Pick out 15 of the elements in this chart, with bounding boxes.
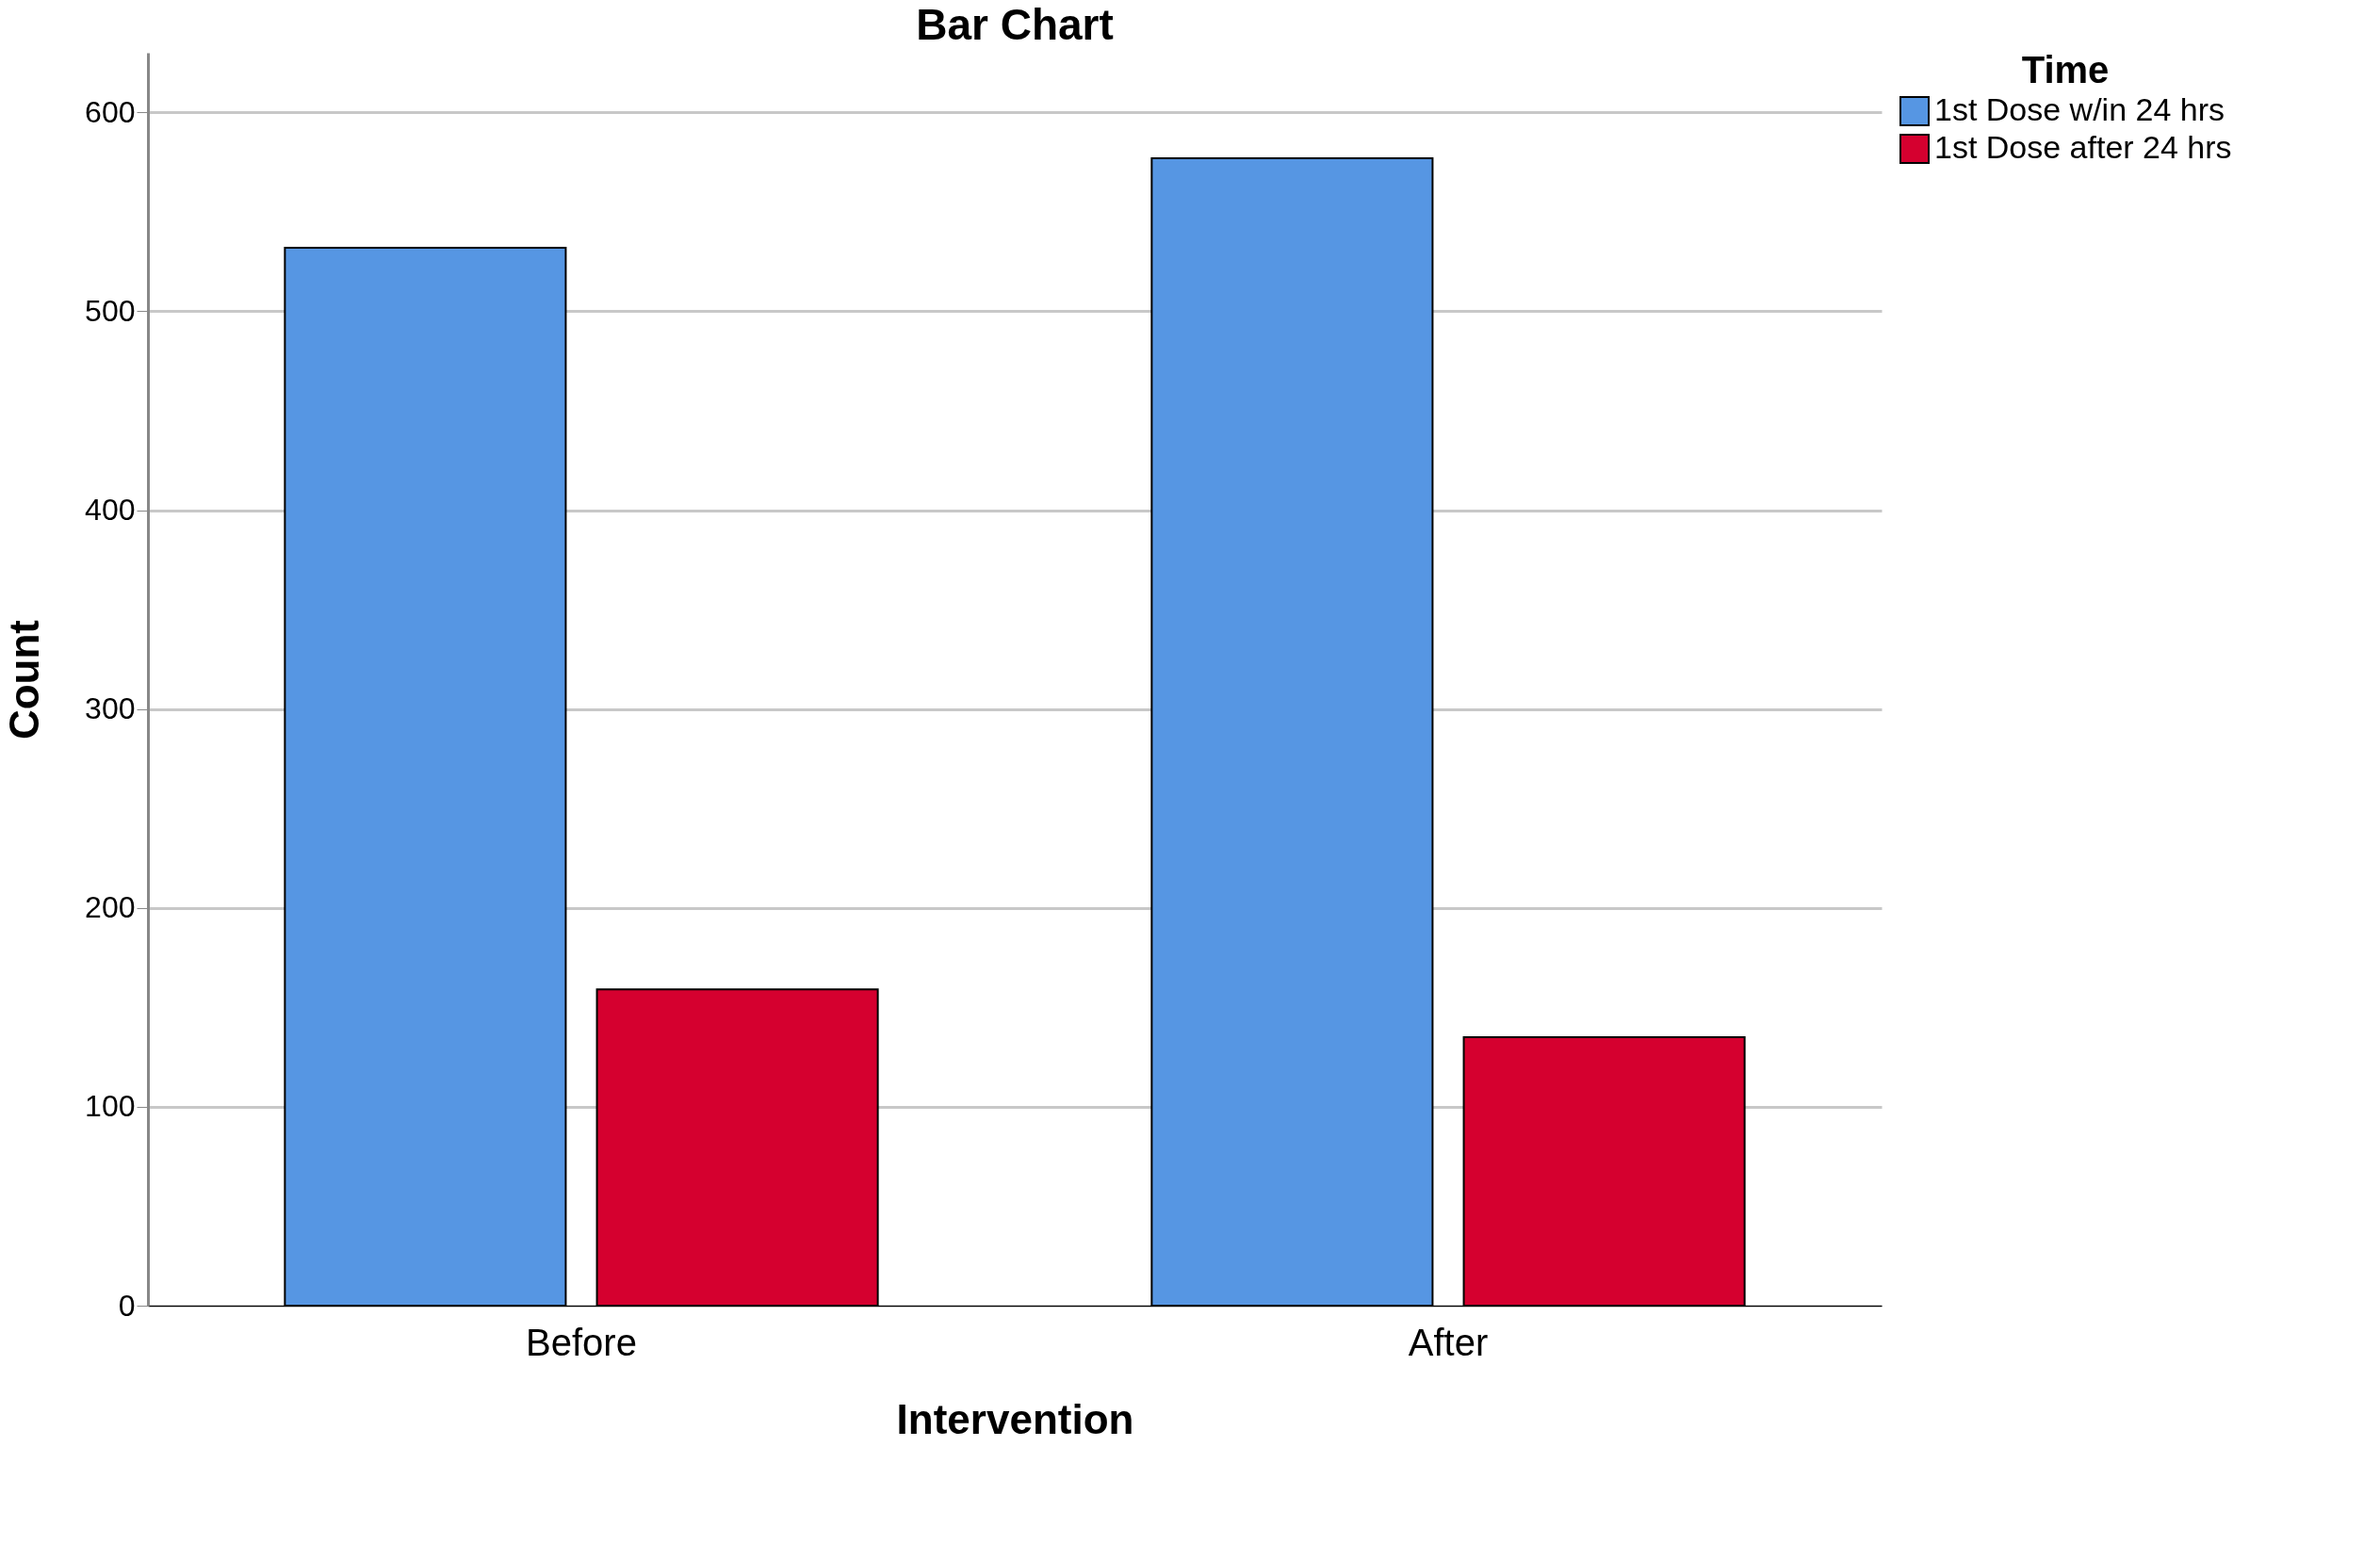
chart-title: Bar Chart [916,0,1114,49]
y-tick-label: 600 [85,94,136,129]
y-tick-label: 200 [85,890,136,925]
y-tick-label: 300 [85,691,136,726]
y-tick-label: 400 [85,493,136,528]
y-tick-label: 100 [85,1089,136,1124]
y-tick-label: 500 [85,293,136,328]
y-axis-title: Count [1,619,48,740]
x-tick-label: Before [526,1321,637,1363]
legend-title: Time [2021,49,2110,90]
legend-label: 1st Dose after 24 hrs [1934,129,2232,165]
legend-label: 1st Dose w/in 24 hrs [1934,91,2225,127]
y-tick-label: 0 [118,1288,136,1323]
x-axis-title: Intervention [896,1395,1134,1442]
x-tick-label: After [1408,1321,1489,1363]
